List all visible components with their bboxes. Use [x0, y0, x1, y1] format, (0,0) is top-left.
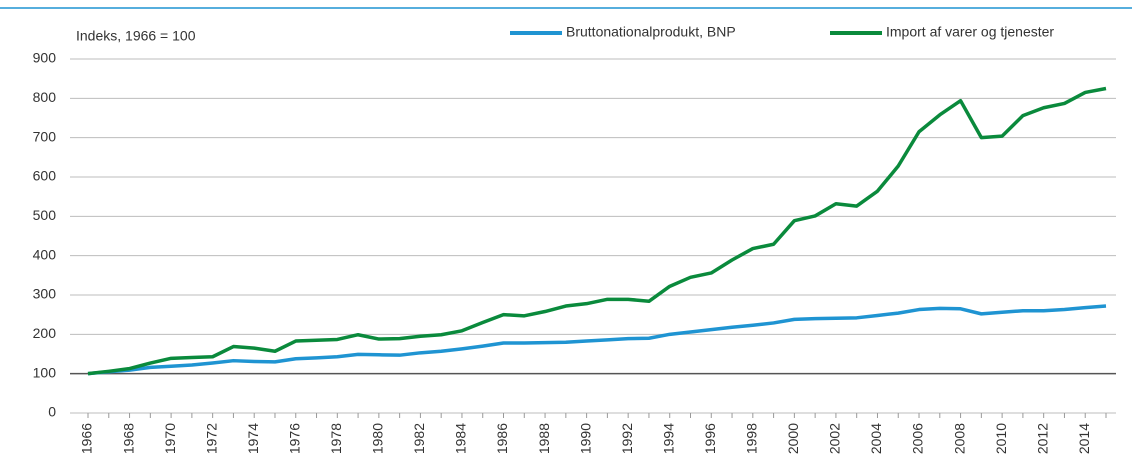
x-tick-label: 1988: [536, 423, 552, 454]
x-tick-label: 1990: [577, 423, 593, 454]
x-tick-label: 2012: [1034, 423, 1050, 454]
x-tick-label: 1986: [494, 423, 510, 454]
y-tick-label: 800: [33, 89, 57, 105]
x-tick-label: 1974: [245, 423, 261, 454]
x-tick-label: 2014: [1076, 423, 1092, 454]
y-tick-label: 500: [33, 207, 57, 223]
series-line: [87, 86, 1107, 376]
x-tick-label: 1972: [203, 423, 219, 454]
x-tick-label: 1998: [744, 423, 760, 454]
x-tick-label: 1968: [120, 423, 136, 454]
x-tick-label: 2002: [827, 423, 843, 454]
x-tick-label: 2000: [785, 423, 801, 454]
legend-label: Bruttonationalprodukt, BNP: [566, 24, 736, 40]
y-tick-label: 100: [33, 364, 57, 380]
y-tick-label: 900: [33, 50, 57, 66]
y-tick-label: 300: [33, 286, 57, 302]
x-tick-label: 2010: [993, 423, 1009, 454]
x-tick-label: 2008: [951, 423, 967, 454]
x-tick-label: 1994: [660, 423, 676, 454]
y-tick-label: 600: [33, 168, 57, 184]
x-tick-label: 1966: [79, 423, 95, 454]
x-tick-label: 1982: [411, 423, 427, 454]
x-tick-label: 2006: [910, 423, 926, 454]
x-tick-label: 1978: [328, 423, 344, 454]
y-tick-label: 0: [48, 404, 56, 420]
x-tick-label: 1980: [370, 423, 386, 454]
x-tick-label: 1992: [619, 423, 635, 454]
series-line: [87, 304, 1107, 376]
x-tick-label: 1984: [453, 423, 469, 454]
x-tick-label: 2004: [868, 423, 884, 454]
x-tick-label: 1996: [702, 423, 718, 454]
y-tick-label: 400: [33, 246, 57, 262]
y-tick-label: 200: [33, 325, 57, 341]
x-tick-label: 1976: [286, 423, 302, 454]
legend-label: Import af varer og tjenester: [886, 24, 1054, 40]
x-tick-label: 1970: [162, 423, 178, 454]
annotation: Indeks, 1966 = 100: [76, 28, 196, 44]
y-tick-label: 700: [33, 128, 57, 144]
